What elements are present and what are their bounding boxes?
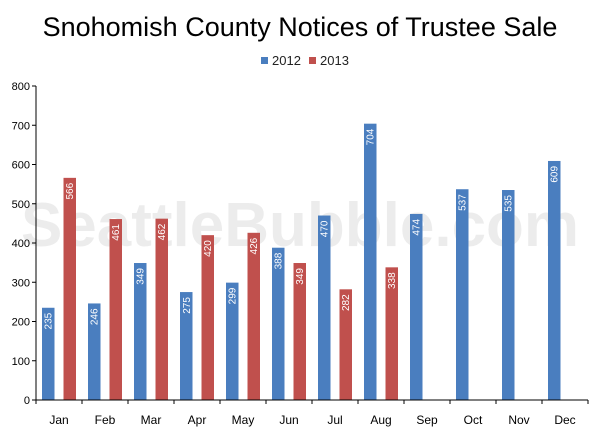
bar-2013-feb xyxy=(109,219,122,400)
bar-2012-jan xyxy=(42,307,55,400)
x-category-label: Sep xyxy=(416,413,438,427)
bar-value-label: 535 xyxy=(504,195,515,212)
watermark: SeattleBubble.com xyxy=(21,191,579,260)
bar-2012-feb xyxy=(88,303,101,400)
bar-2012-dec xyxy=(548,160,561,400)
y-tick-label: 800 xyxy=(12,81,30,93)
x-category-label: Jul xyxy=(327,413,342,427)
bar-2012-aug xyxy=(364,123,377,401)
bar-2012-apr xyxy=(180,292,193,400)
legend-label-2013: 2013 xyxy=(320,53,349,68)
y-tick-label: 400 xyxy=(12,238,30,250)
x-category-label: Aug xyxy=(370,413,391,427)
bar-value-label: 299 xyxy=(228,287,239,304)
bar-value-label: 566 xyxy=(65,182,76,199)
x-category-label: Nov xyxy=(508,413,529,427)
x-category-label: May xyxy=(232,413,255,427)
bars: 235 246 349 275 299 388 470 704 474 537 535 609 566 4… xyxy=(42,123,561,401)
bar-value-label: 470 xyxy=(320,220,331,237)
x-category-label: Feb xyxy=(95,413,116,427)
bar-value-label: 349 xyxy=(295,268,306,285)
y-tick-label: 700 xyxy=(12,120,30,132)
x-axis: Jan Feb Mar Apr May Jun Jul Aug Sep Oct Nov Dec xyxy=(35,399,589,427)
bar-2012-jul xyxy=(318,215,331,400)
y-tick-label: 300 xyxy=(12,277,30,289)
y-tick-label: 0 xyxy=(24,395,30,407)
x-category-label: Dec xyxy=(554,413,575,427)
legend-swatch-2013 xyxy=(309,57,316,64)
bar-2013-mar xyxy=(155,218,168,400)
y-tick-label: 100 xyxy=(12,356,30,368)
bar-2013-may xyxy=(247,232,260,400)
x-category-label: Apr xyxy=(188,413,207,427)
bar-value-label: 420 xyxy=(203,240,214,257)
y-tick-label: 500 xyxy=(12,199,30,211)
x-category-label: Jan xyxy=(49,413,68,427)
bar-value-label: 349 xyxy=(136,268,147,285)
y-axis: 0 100 200 300 400 500 600 700 800 xyxy=(12,81,37,407)
bar-value-label: 462 xyxy=(157,223,168,240)
bar-2013-apr xyxy=(201,235,214,400)
bar-value-label: 474 xyxy=(412,219,423,236)
chart-title: Snohomish County Notices of Trustee Sale xyxy=(43,12,558,42)
bar-value-label: 388 xyxy=(274,252,285,269)
bar-2013-aug xyxy=(385,267,398,400)
x-category-label: Jun xyxy=(279,413,298,427)
legend: 2012 2013 xyxy=(261,53,349,68)
bar-2013-jan xyxy=(63,177,76,400)
bar-2012-mar xyxy=(134,263,147,400)
legend-swatch-2012 xyxy=(261,57,268,64)
bar-value-label: 275 xyxy=(182,297,193,314)
bar-value-label: 235 xyxy=(44,312,55,329)
x-category-label: Oct xyxy=(464,413,483,427)
bar-2013-jun xyxy=(293,263,306,400)
bar-value-label: 537 xyxy=(458,194,469,211)
bar-value-label: 282 xyxy=(341,294,352,311)
bar-2012-nov xyxy=(502,190,515,400)
bar-2012-may xyxy=(226,282,239,400)
y-tick-label: 600 xyxy=(12,160,30,172)
bar-2012-oct xyxy=(456,189,469,400)
bar-value-label: 426 xyxy=(249,237,260,254)
bar-value-label: 461 xyxy=(111,224,122,241)
x-category-label: Mar xyxy=(141,413,162,427)
bar-value-label: 704 xyxy=(366,128,377,145)
bar-2012-jun xyxy=(272,247,285,400)
bar-2012-sep xyxy=(410,213,423,400)
bar-2013-jul xyxy=(339,289,352,400)
y-tick-label: 200 xyxy=(12,317,30,329)
bar-value-label: 338 xyxy=(387,272,398,289)
legend-label-2012: 2012 xyxy=(272,53,301,68)
bar-value-label: 246 xyxy=(90,308,101,325)
bar-value-label: 609 xyxy=(550,166,561,183)
